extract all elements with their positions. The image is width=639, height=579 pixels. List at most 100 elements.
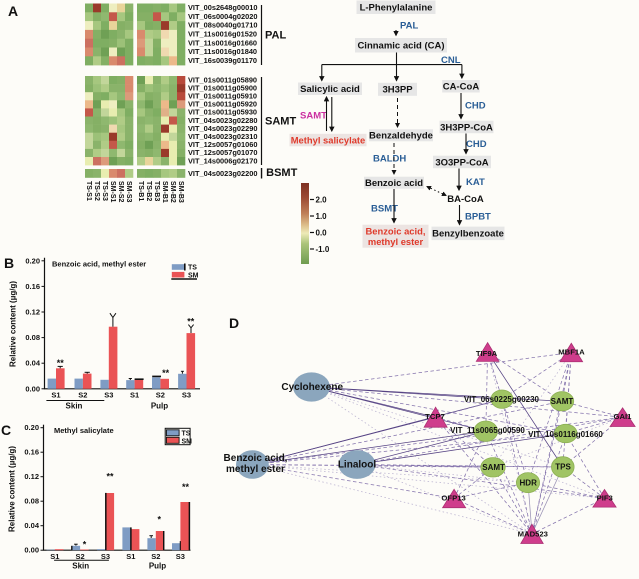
svg-text:VIT_04s0023g02280: VIT_04s0023g02280 <box>188 116 257 125</box>
svg-text:Cyclohexene: Cyclohexene <box>281 382 343 393</box>
svg-text:VIT_04s0023g02290: VIT_04s0023g02290 <box>188 124 257 133</box>
svg-text:SM-S3: SM-S3 <box>125 181 132 203</box>
svg-text:Benzoic acid,: Benzoic acid, <box>224 453 288 464</box>
svg-text:VIT_16s0039g01170: VIT_16s0039g01170 <box>188 56 257 65</box>
svg-text:SAMT: SAMT <box>551 397 574 406</box>
svg-text:3H3PP: 3H3PP <box>382 85 413 96</box>
svg-text:VIT_12s0057g01070: VIT_12s0057g01070 <box>188 148 257 157</box>
svg-text:0.20: 0.20 <box>25 256 40 265</box>
svg-text:0.12: 0.12 <box>24 472 39 481</box>
svg-text:Benzoic acid, methyl ester: Benzoic acid, methyl ester <box>52 260 146 269</box>
svg-text:*: * <box>83 540 87 550</box>
svg-text:Benzylbenzoate: Benzylbenzoate <box>432 229 504 240</box>
svg-text:TS-S2: TS-S2 <box>93 181 100 201</box>
svg-text:S3: S3 <box>104 391 113 400</box>
svg-text:D: D <box>229 315 239 331</box>
svg-text:S3: S3 <box>101 552 110 561</box>
svg-text:BA-CoA: BA-CoA <box>447 194 484 205</box>
svg-text:SM-B3: SM-B3 <box>177 181 184 203</box>
svg-text:Relative content (µg/g): Relative content (µg/g) <box>8 446 17 532</box>
svg-text:S3: S3 <box>176 552 185 561</box>
svg-text:SAMT: SAMT <box>300 111 327 122</box>
svg-text:Linalool: Linalool <box>338 459 377 470</box>
svg-text:0.20: 0.20 <box>24 423 39 432</box>
svg-text:VIT_01s0011g05910: VIT_01s0011g05910 <box>188 92 257 101</box>
svg-text:CHD: CHD <box>466 139 487 150</box>
svg-text:VIT_06s0225g00230: VIT_06s0225g00230 <box>464 395 540 404</box>
svg-text:CHD: CHD <box>465 101 486 112</box>
svg-text:VIT_01s0011g05930: VIT_01s0011g05930 <box>188 108 257 117</box>
svg-text:0.0: 0.0 <box>316 229 328 238</box>
svg-text:3H3PP-CoA: 3H3PP-CoA <box>440 122 493 133</box>
svg-text:OFP13: OFP13 <box>441 494 465 503</box>
svg-text:| BSMT: | BSMT <box>260 167 298 179</box>
svg-text:VIT_06s0004g02020: VIT_06s0004g02020 <box>188 12 257 21</box>
svg-text:S2: S2 <box>151 552 160 561</box>
svg-text:Relative content (µg/g): Relative content (µg/g) <box>9 281 18 367</box>
svg-text:Skin: Skin <box>72 561 89 570</box>
svg-text:BSMT: BSMT <box>371 204 398 215</box>
svg-text:PAL: PAL <box>265 30 286 42</box>
svg-text:Benzoic acid: Benzoic acid <box>365 178 423 189</box>
svg-text:TS-S1: TS-S1 <box>85 181 92 201</box>
svg-text:A: A <box>8 3 18 19</box>
svg-text:S1: S1 <box>130 391 139 400</box>
svg-text:S1: S1 <box>51 391 60 400</box>
svg-text:VIT_11s0016g01840: VIT_11s0016g01840 <box>188 47 257 56</box>
svg-text:PIF3: PIF3 <box>597 493 613 502</box>
svg-text:VIT_04s0023g02310: VIT_04s0023g02310 <box>188 132 257 141</box>
svg-text:CA-CoA: CA-CoA <box>443 82 480 93</box>
svg-text:VIT_11s0016g01660: VIT_11s0016g01660 <box>188 38 257 47</box>
svg-text:Pulp: Pulp <box>149 561 166 570</box>
svg-text:KAT: KAT <box>466 177 485 188</box>
svg-text:B: B <box>4 255 14 271</box>
svg-text:S2: S2 <box>156 391 165 400</box>
svg-text:TS-B2: TS-B2 <box>145 181 152 201</box>
svg-text:VIT_04s0023g02200: VIT_04s0023g02200 <box>188 169 257 178</box>
svg-text:**: ** <box>57 358 65 368</box>
svg-text:BPBT: BPBT <box>465 212 491 223</box>
svg-text:TS-S3: TS-S3 <box>101 181 108 201</box>
svg-text:1.0: 1.0 <box>316 212 328 221</box>
svg-text:Benzaldehyde: Benzaldehyde <box>369 131 433 142</box>
svg-text:*: * <box>158 515 162 525</box>
svg-text:Methyl salicylate: Methyl salicylate <box>54 426 114 435</box>
svg-text:SM-S2: SM-S2 <box>117 181 124 203</box>
svg-text:3O3PP-CoA: 3O3PP-CoA <box>435 157 488 168</box>
svg-text:SM-B1: SM-B1 <box>161 181 168 203</box>
svg-text:0.08: 0.08 <box>24 497 39 506</box>
svg-text:Benzoic acid,: Benzoic acid, <box>366 225 426 236</box>
svg-text:0.16: 0.16 <box>25 282 40 291</box>
svg-text:BALDH: BALDH <box>373 154 406 165</box>
svg-text:methyl ester: methyl ester <box>368 236 424 247</box>
svg-text:L-Phenylalanine: L-Phenylalanine <box>360 3 433 14</box>
svg-text:S2: S2 <box>76 552 85 561</box>
svg-text:Methyl salicylate: Methyl salicylate <box>291 134 366 145</box>
svg-text:SM: SM <box>188 272 199 279</box>
svg-text:S3: S3 <box>182 391 191 400</box>
svg-text:MBF1A: MBF1A <box>558 348 585 357</box>
svg-text:0.12: 0.12 <box>25 308 40 317</box>
svg-text:0.04: 0.04 <box>25 359 40 368</box>
svg-text:S1: S1 <box>50 552 59 561</box>
svg-text:TS: TS <box>182 431 191 438</box>
svg-text:SAMT: SAMT <box>265 116 296 128</box>
svg-text:TPS: TPS <box>555 463 571 472</box>
svg-text:CNL: CNL <box>441 55 461 66</box>
svg-text:Cinnamic acid (CA): Cinnamic acid (CA) <box>357 41 444 52</box>
svg-text:VIT_08s0040g01710: VIT_08s0040g01710 <box>188 21 257 30</box>
svg-text:C: C <box>1 422 11 438</box>
svg-text:0.04: 0.04 <box>24 521 39 530</box>
svg-text:MAD523: MAD523 <box>518 529 548 538</box>
svg-text:VIT_00s2648g00010: VIT_00s2648g00010 <box>188 3 257 12</box>
svg-text:methyl ester: methyl ester <box>226 464 285 475</box>
svg-text:VIT_11s0016g01520: VIT_11s0016g01520 <box>188 30 257 39</box>
svg-text:VIT_01s0011g05890: VIT_01s0011g05890 <box>188 75 257 84</box>
svg-text:TIF9A: TIF9A <box>476 349 498 358</box>
svg-text:S1: S1 <box>126 552 135 561</box>
svg-text:SAMT: SAMT <box>482 463 505 472</box>
svg-text:VIT_10s0116g01660: VIT_10s0116g01660 <box>528 430 603 439</box>
svg-text:2.0: 2.0 <box>316 196 328 205</box>
svg-text:HDR: HDR <box>520 478 538 487</box>
svg-text:**: ** <box>182 482 190 492</box>
